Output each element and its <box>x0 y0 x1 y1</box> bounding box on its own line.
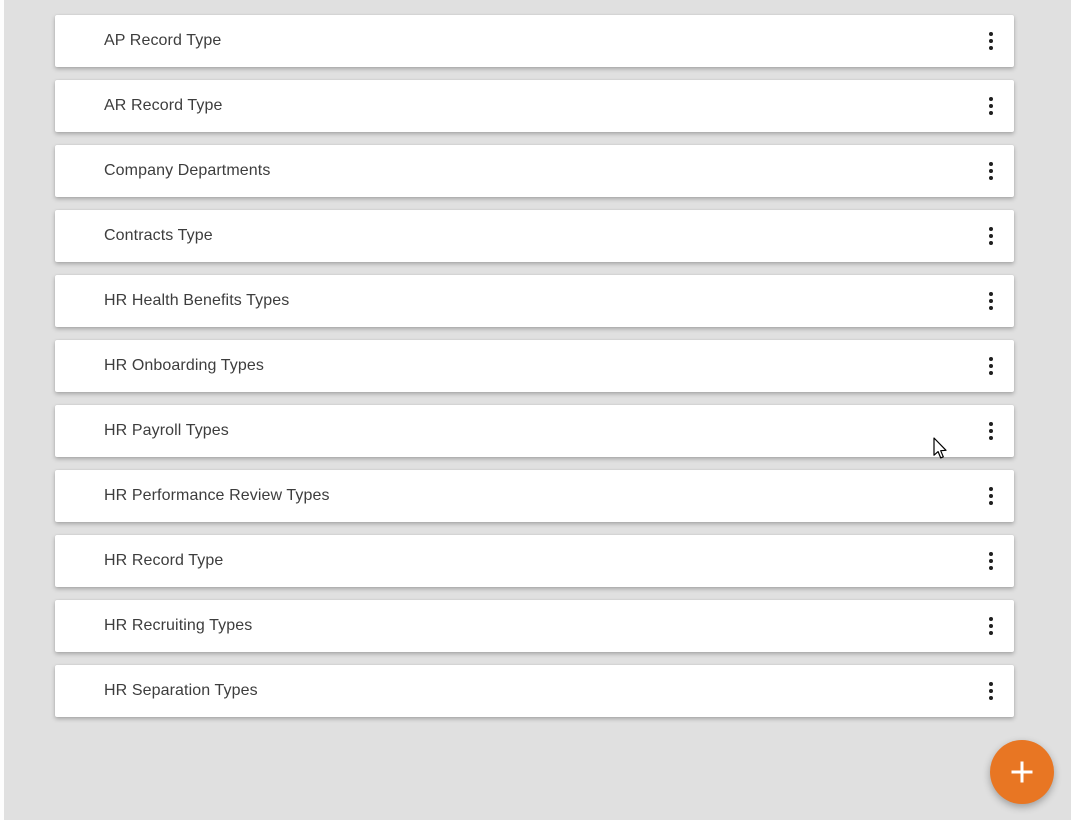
kebab-menu-icon <box>989 371 993 375</box>
kebab-menu-icon <box>989 104 993 108</box>
kebab-menu-icon <box>989 234 993 238</box>
kebab-menu-icon <box>989 162 993 166</box>
plus-icon <box>1011 761 1033 783</box>
more-options-button[interactable] <box>983 611 999 641</box>
kebab-menu-icon <box>989 299 993 303</box>
kebab-menu-icon <box>989 422 993 426</box>
list-item[interactable]: HR Performance Review Types <box>55 470 1014 522</box>
list-item[interactable]: HR Separation Types <box>55 665 1014 717</box>
kebab-menu-icon <box>989 624 993 628</box>
kebab-menu-icon <box>989 696 993 700</box>
kebab-menu-icon <box>989 631 993 635</box>
kebab-menu-icon <box>989 227 993 231</box>
kebab-menu-icon <box>989 501 993 505</box>
kebab-menu-icon <box>989 39 993 43</box>
list-item-label: HR Record Type <box>104 552 224 569</box>
more-options-button[interactable] <box>983 286 999 316</box>
kebab-menu-icon <box>989 241 993 245</box>
kebab-menu-icon <box>989 292 993 296</box>
list-item[interactable]: HR Record Type <box>55 535 1014 587</box>
kebab-menu-icon <box>989 176 993 180</box>
list-item[interactable]: AR Record Type <box>55 80 1014 132</box>
more-options-button[interactable] <box>983 481 999 511</box>
list-item-label: HR Separation Types <box>104 682 258 699</box>
list-item-label: HR Recruiting Types <box>104 617 253 634</box>
list-item-label: HR Onboarding Types <box>104 357 264 374</box>
kebab-menu-icon <box>989 169 993 173</box>
list-item[interactable]: HR Recruiting Types <box>55 600 1014 652</box>
kebab-menu-icon <box>989 429 993 433</box>
kebab-menu-icon <box>989 111 993 115</box>
kebab-menu-icon <box>989 566 993 570</box>
kebab-menu-icon <box>989 32 993 36</box>
kebab-menu-icon <box>989 436 993 440</box>
kebab-menu-icon <box>989 617 993 621</box>
more-options-button[interactable] <box>983 676 999 706</box>
more-options-button[interactable] <box>983 546 999 576</box>
kebab-menu-icon <box>989 97 993 101</box>
list-item-label: Company Departments <box>104 162 271 179</box>
window-left-edge <box>0 0 4 820</box>
list-item[interactable]: AP Record Type <box>55 15 1014 67</box>
kebab-menu-icon <box>989 487 993 491</box>
more-options-button[interactable] <box>983 26 999 56</box>
kebab-menu-icon <box>989 559 993 563</box>
list-item[interactable]: HR Payroll Types <box>55 405 1014 457</box>
list-item[interactable]: Contracts Type <box>55 210 1014 262</box>
list-item[interactable]: Company Departments <box>55 145 1014 197</box>
list-item-label: Contracts Type <box>104 227 213 244</box>
kebab-menu-icon <box>989 46 993 50</box>
kebab-menu-icon <box>989 682 993 686</box>
kebab-menu-icon <box>989 552 993 556</box>
list-item[interactable]: HR Health Benefits Types <box>55 275 1014 327</box>
more-options-button[interactable] <box>983 156 999 186</box>
kebab-menu-icon <box>989 689 993 693</box>
list-item-label: AR Record Type <box>104 97 223 114</box>
add-button[interactable] <box>990 740 1054 804</box>
more-options-button[interactable] <box>983 416 999 446</box>
kebab-menu-icon <box>989 306 993 310</box>
list-item-label: HR Health Benefits Types <box>104 292 290 309</box>
more-options-button[interactable] <box>983 351 999 381</box>
kebab-menu-icon <box>989 364 993 368</box>
record-type-list: AP Record Type AR Record Type Company De… <box>55 15 1014 717</box>
list-item-label: HR Payroll Types <box>104 422 229 439</box>
kebab-menu-icon <box>989 494 993 498</box>
list-item[interactable]: HR Onboarding Types <box>55 340 1014 392</box>
more-options-button[interactable] <box>983 221 999 251</box>
more-options-button[interactable] <box>983 91 999 121</box>
list-item-label: HR Performance Review Types <box>104 487 330 504</box>
list-item-label: AP Record Type <box>104 32 222 49</box>
kebab-menu-icon <box>989 357 993 361</box>
